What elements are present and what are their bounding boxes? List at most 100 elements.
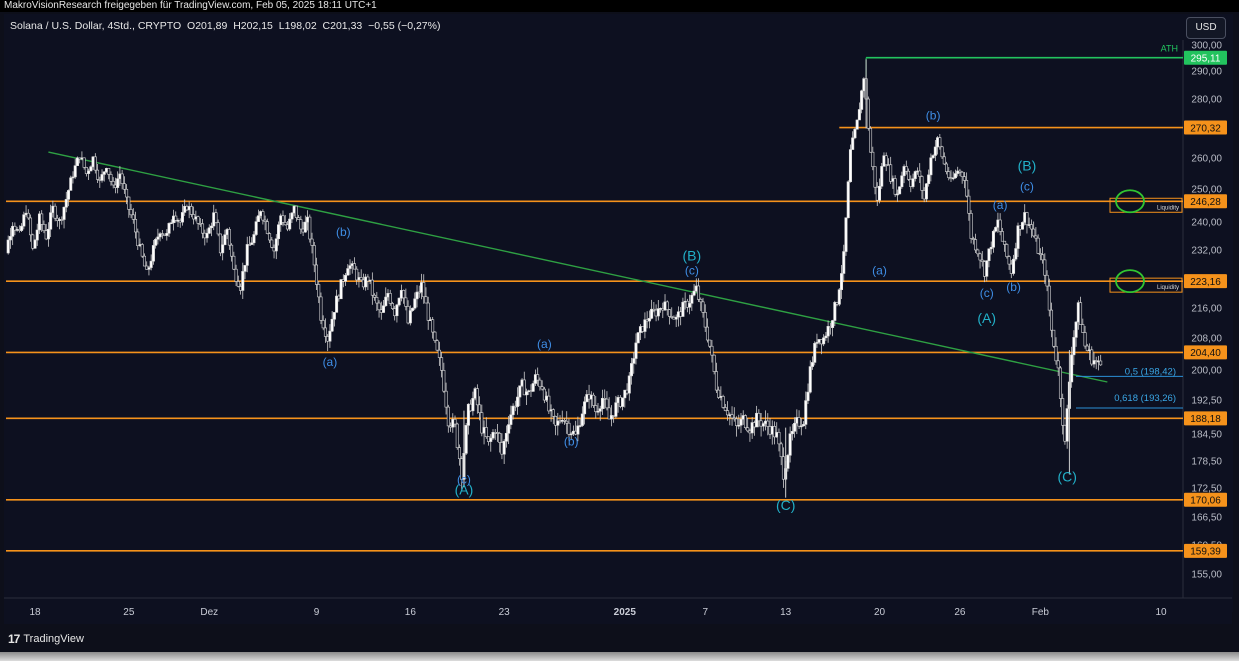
candle-body bbox=[924, 183, 928, 200]
candle-body bbox=[898, 186, 902, 195]
candle-body bbox=[1056, 360, 1060, 369]
level-price-tag bbox=[1184, 345, 1227, 360]
level-price-tag bbox=[1184, 411, 1227, 426]
candle-body bbox=[442, 370, 446, 392]
candle-body bbox=[151, 245, 155, 262]
candle-body bbox=[122, 183, 126, 190]
candle-body bbox=[945, 163, 949, 172]
candle-body bbox=[562, 419, 566, 422]
candle-body bbox=[665, 301, 669, 310]
x-tick-label: Dez bbox=[200, 607, 218, 618]
candle-body bbox=[802, 424, 806, 427]
candle-body bbox=[270, 239, 274, 248]
candle-body bbox=[848, 149, 852, 183]
candle-body bbox=[53, 205, 57, 219]
candle-body bbox=[824, 335, 828, 339]
candle-body bbox=[904, 166, 908, 172]
candle-body bbox=[1047, 285, 1051, 311]
x-tick-label: 2025 bbox=[614, 607, 637, 618]
candle-body bbox=[189, 206, 193, 215]
candle-body bbox=[431, 319, 435, 333]
candle-body bbox=[565, 420, 569, 424]
candle-body bbox=[927, 174, 931, 185]
candle-body bbox=[288, 218, 292, 230]
level-price-label: 295,11 bbox=[1191, 54, 1221, 65]
candle-body bbox=[310, 238, 314, 246]
candle-body bbox=[1038, 253, 1042, 256]
y-tick-label: 232,00 bbox=[1191, 246, 1222, 257]
candle-body bbox=[851, 137, 855, 150]
candle-body bbox=[1003, 240, 1007, 245]
liquidity-label: Liquidity bbox=[1157, 205, 1179, 211]
level-price-tag bbox=[1184, 50, 1227, 65]
candle-body bbox=[1005, 244, 1009, 257]
candle-body bbox=[234, 268, 238, 282]
candle-body bbox=[227, 229, 231, 246]
chart-panel[interactable] bbox=[4, 14, 1232, 624]
candle-body bbox=[1072, 337, 1076, 356]
candle-body bbox=[49, 212, 53, 230]
wave-label-minor: (a) bbox=[872, 264, 887, 278]
candle-body bbox=[998, 219, 1002, 232]
candle-body bbox=[893, 178, 897, 195]
candle-body bbox=[245, 244, 249, 266]
candle-body bbox=[415, 291, 419, 300]
candle-body bbox=[576, 425, 580, 435]
candle-body bbox=[880, 166, 884, 187]
candle-body bbox=[509, 414, 513, 425]
candle-body bbox=[1054, 345, 1058, 362]
y-tick-label: 184,50 bbox=[1191, 430, 1222, 441]
tradingview-brand[interactable]: 17 TradingView bbox=[8, 632, 84, 646]
candle-body bbox=[607, 407, 611, 420]
y-tick-label: 166,50 bbox=[1191, 513, 1222, 524]
candle-body bbox=[953, 173, 957, 179]
candle-body bbox=[201, 223, 205, 234]
candle-body bbox=[455, 423, 459, 448]
candle-body bbox=[426, 302, 430, 321]
candle-body bbox=[743, 415, 747, 429]
level-price-label: 270,32 bbox=[1190, 123, 1221, 134]
candle-body bbox=[708, 339, 712, 347]
candle-body bbox=[578, 425, 582, 427]
candle-body bbox=[346, 268, 350, 276]
price-axis[interactable] bbox=[1183, 14, 1233, 612]
candle-body bbox=[154, 239, 158, 246]
candle-body bbox=[1020, 222, 1024, 230]
candle-body bbox=[348, 265, 352, 269]
candle-body bbox=[1050, 309, 1054, 331]
candle-body bbox=[1083, 332, 1087, 347]
candle-body bbox=[250, 242, 254, 245]
candle-body bbox=[985, 260, 989, 277]
candle-body bbox=[991, 230, 995, 248]
candle-body bbox=[634, 342, 638, 359]
candle-body bbox=[243, 265, 247, 272]
candle-body bbox=[889, 164, 893, 182]
candle-body bbox=[703, 312, 707, 328]
y-tick-label: 300,00 bbox=[1191, 41, 1222, 52]
currency-button[interactable]: USD bbox=[1186, 17, 1226, 39]
wave-label-minor: (b) bbox=[926, 109, 941, 123]
candle-body bbox=[1061, 398, 1065, 426]
symbol-legend[interactable]: Solana / U.S. Dollar, 4Std., CRYPTO O201… bbox=[10, 20, 440, 32]
candle-body bbox=[866, 98, 870, 129]
candle-body bbox=[100, 174, 104, 181]
candle-body bbox=[140, 244, 144, 257]
candle-body bbox=[643, 319, 647, 332]
candle-body bbox=[352, 263, 356, 270]
candle-body bbox=[976, 249, 980, 255]
candle-body bbox=[388, 293, 392, 304]
candle-body bbox=[531, 383, 535, 392]
candle-body bbox=[116, 178, 120, 188]
liquidity-zone bbox=[1109, 277, 1183, 293]
candle-body bbox=[701, 301, 705, 313]
candle-body bbox=[196, 216, 200, 224]
candle-body bbox=[384, 296, 388, 307]
candle-body bbox=[1036, 237, 1040, 254]
candle-body bbox=[1070, 354, 1074, 383]
candle-body bbox=[373, 294, 377, 298]
candle-body bbox=[632, 358, 636, 364]
candle-body bbox=[627, 375, 631, 394]
candle-body bbox=[884, 155, 888, 166]
candle-body bbox=[1090, 349, 1094, 365]
